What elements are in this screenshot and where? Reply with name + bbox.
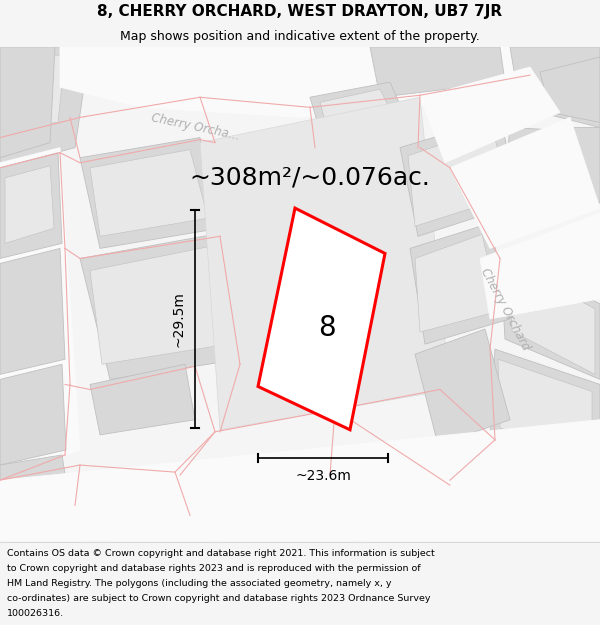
Polygon shape: [5, 55, 65, 128]
Polygon shape: [0, 455, 70, 516]
Polygon shape: [408, 127, 510, 226]
Text: Contains OS data © Crown copyright and database right 2021. This information is : Contains OS data © Crown copyright and d…: [7, 549, 435, 558]
Text: 8: 8: [318, 314, 336, 341]
Polygon shape: [0, 148, 80, 480]
Polygon shape: [90, 364, 195, 435]
Polygon shape: [0, 420, 600, 541]
Polygon shape: [415, 234, 500, 332]
Text: ~23.6m: ~23.6m: [295, 469, 351, 483]
Text: to Crown copyright and database rights 2023 and is reproduced with the permissio: to Crown copyright and database rights 2…: [7, 564, 421, 573]
Polygon shape: [450, 118, 600, 248]
Polygon shape: [510, 47, 600, 128]
Polygon shape: [0, 152, 62, 259]
Text: Cherry Orcha...: Cherry Orcha...: [149, 112, 241, 143]
Polygon shape: [410, 223, 510, 344]
Polygon shape: [200, 98, 450, 430]
Polygon shape: [415, 329, 510, 445]
Polygon shape: [498, 359, 592, 462]
Polygon shape: [370, 47, 505, 98]
Polygon shape: [320, 89, 398, 139]
Text: ~29.5m: ~29.5m: [172, 291, 186, 347]
Text: 100026316.: 100026316.: [7, 609, 64, 618]
Polygon shape: [335, 485, 440, 541]
Polygon shape: [5, 166, 54, 243]
Polygon shape: [0, 47, 90, 168]
Polygon shape: [505, 127, 600, 198]
Polygon shape: [510, 264, 595, 374]
Text: Cherry Orchard: Cherry Orchard: [478, 266, 532, 352]
Polygon shape: [310, 82, 410, 148]
Polygon shape: [560, 127, 600, 203]
Polygon shape: [90, 149, 208, 236]
Polygon shape: [480, 213, 600, 319]
Polygon shape: [0, 47, 55, 158]
Polygon shape: [500, 254, 600, 379]
Text: ~308m²/~0.076ac.: ~308m²/~0.076ac.: [190, 166, 430, 190]
Polygon shape: [0, 364, 66, 465]
Polygon shape: [0, 248, 65, 374]
Polygon shape: [80, 138, 220, 248]
Polygon shape: [90, 246, 228, 364]
Polygon shape: [60, 47, 600, 118]
Polygon shape: [400, 118, 520, 236]
Polygon shape: [420, 67, 560, 162]
Polygon shape: [540, 57, 600, 122]
Polygon shape: [75, 470, 190, 546]
Text: Map shows position and indicative extent of the property.: Map shows position and indicative extent…: [120, 30, 480, 43]
Polygon shape: [490, 349, 600, 470]
Polygon shape: [195, 475, 330, 541]
Polygon shape: [80, 233, 240, 379]
Text: 8, CHERRY ORCHARD, WEST DRAYTON, UB7 7JR: 8, CHERRY ORCHARD, WEST DRAYTON, UB7 7JR: [97, 4, 503, 19]
Polygon shape: [258, 208, 385, 430]
Text: HM Land Registry. The polygons (including the associated geometry, namely x, y: HM Land Registry. The polygons (includin…: [7, 579, 392, 588]
Text: co-ordinates) are subject to Crown copyright and database rights 2023 Ordnance S: co-ordinates) are subject to Crown copyr…: [7, 594, 431, 603]
